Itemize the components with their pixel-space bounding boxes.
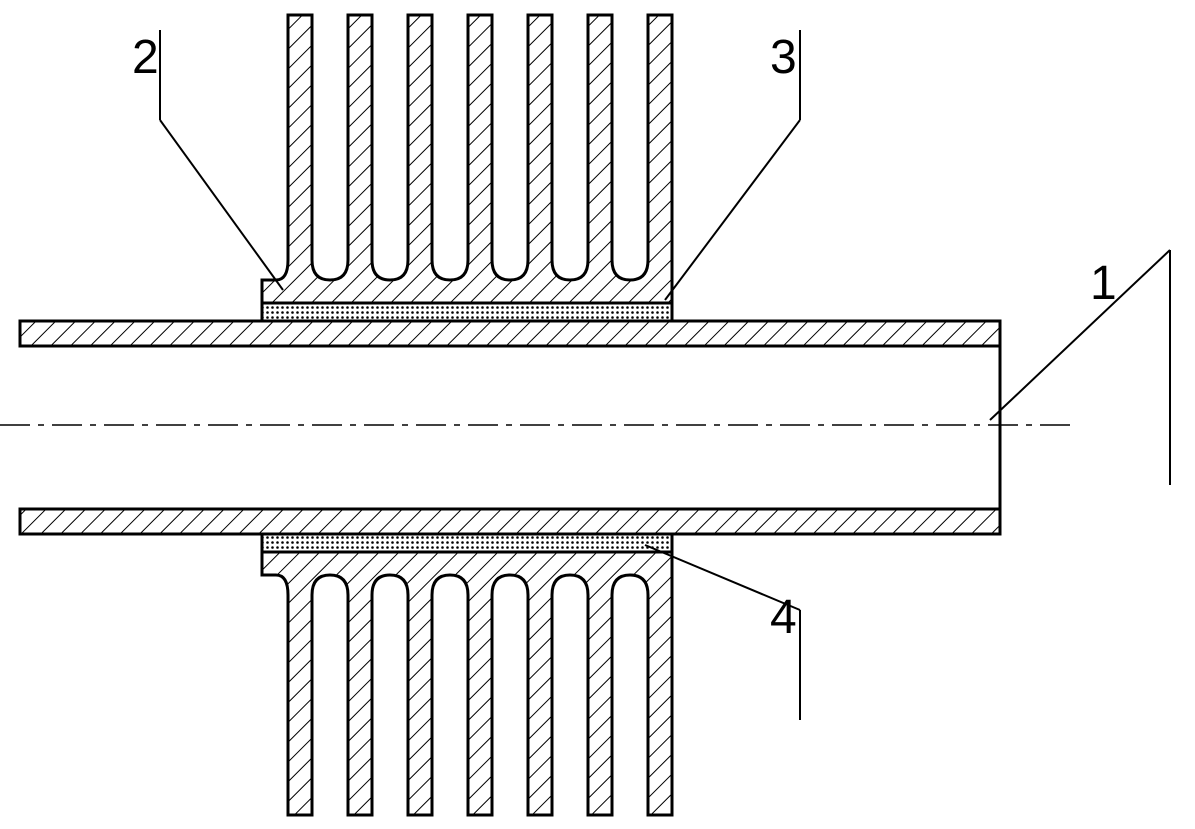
- fin-assembly-top: [262, 15, 672, 303]
- tube-top-wall: [20, 321, 1000, 346]
- label-4: 4: [770, 590, 797, 645]
- technical-diagram: 1 2 3 4: [0, 0, 1195, 829]
- fin-assembly-bottom: [262, 552, 672, 815]
- bonding-layer-bottom: [262, 534, 672, 552]
- label-2: 2: [132, 30, 159, 85]
- tube-bottom-wall: [20, 509, 1000, 534]
- diagram-svg: [0, 0, 1195, 829]
- bonding-layer-top: [262, 303, 672, 321]
- label-1: 1: [1090, 256, 1117, 311]
- label-3: 3: [770, 30, 797, 85]
